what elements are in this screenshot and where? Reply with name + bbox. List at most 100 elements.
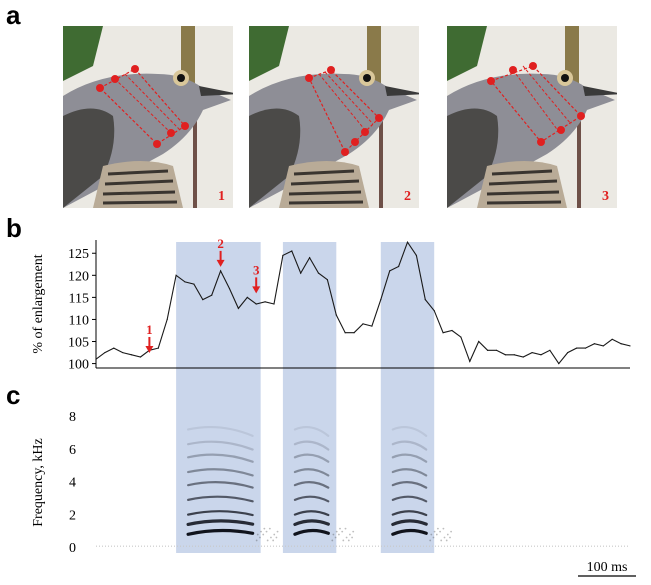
spectral-noise [262,533,265,536]
data-point [237,307,239,310]
data-point [513,354,515,356]
harmonic-band [293,481,330,489]
y-tick-label: 120 [68,269,89,284]
data-point [433,310,435,312]
spectral-noise [265,530,268,533]
panel-letter-a: a [6,0,21,30]
frame-label-3: 3 [602,189,609,204]
call-band-1 [176,242,261,553]
freq-tick-label: 0 [69,541,76,556]
spectral-noise [256,533,259,536]
data-point [371,325,373,327]
spectral-noise [335,530,338,533]
frame-annotations: 1 2 3 [145,236,261,353]
data-point [558,362,560,365]
frame-label-2: 2 [404,189,411,204]
data-point [291,250,293,252]
harmonic-band [391,519,428,527]
data-point [611,338,613,340]
data-point [113,347,115,349]
harmonic-band [187,425,254,437]
annotation-arrowhead [216,259,225,267]
harmonic-band [391,510,428,517]
harmonic-band [391,495,428,503]
spectral-noise [433,530,436,533]
spectral-noise [430,533,433,536]
freq-tick-label: 8 [69,410,76,425]
data-point [131,354,133,356]
data-point [246,296,248,298]
annotation-label-2: 2 [217,236,224,251]
harmonic-band [391,425,428,437]
call-band-2 [282,242,337,553]
harmonic-band [186,528,255,536]
spectral-noise [439,530,441,533]
data-point [451,329,453,332]
spectral-noise [259,536,261,539]
data-point [139,356,142,358]
data-point [522,356,524,358]
data-point [193,283,195,285]
spectral-noise [442,527,445,530]
spectral-noise [429,539,432,542]
data-point [602,345,604,347]
harmonic-band [293,519,330,527]
y-tick-label: 110 [69,313,89,328]
data-point [273,303,275,305]
data-point [353,332,355,334]
data-point [220,270,222,272]
data-point [282,254,284,257]
spectral-noise [266,539,269,542]
scale-bar-label: 100 ms [587,560,628,575]
measurement-overlay [96,65,189,148]
data-point [202,298,204,301]
data-point [495,349,498,351]
data-point [567,351,569,354]
data-point [317,272,320,274]
spectral-noise [445,539,448,542]
data-point [184,281,186,283]
harmonic-band [186,519,255,527]
harmonic-band [293,528,330,536]
harmonic-band [391,528,428,536]
spectrogram-marks [96,425,630,547]
harmonic-band [293,510,330,517]
enlargement-axes: 100 105 110 115 120 125 % of enlargement [31,240,630,373]
harmonic-band [391,481,428,489]
data-point [478,340,480,343]
data-point [504,354,506,356]
data-point [344,332,346,334]
annotation-label-3: 3 [253,262,260,277]
spectral-noise [352,530,355,533]
measurement-overlay [305,66,383,156]
data-point [300,272,302,274]
cuckoo-photo-1: 1 [63,26,233,208]
cuckoo-photo-3: 3 [447,26,617,208]
data-point [620,343,622,345]
call-highlight-bands [176,242,435,553]
data-point [531,351,533,354]
data-point [593,343,596,345]
spectral-noise [331,539,334,542]
scale-bar: 100 ms [578,560,636,577]
spectral-noise [449,536,451,539]
spectral-noise [347,539,350,542]
data-point [104,351,106,354]
data-point [415,254,417,257]
measurement-overlay [487,62,585,146]
data-point [228,287,231,290]
data-point [576,347,578,349]
data-point [380,298,382,301]
data-point [264,301,266,303]
data-point [309,257,311,259]
spectral-noise [349,533,351,536]
y-tick-label: 100 [68,358,89,373]
freq-tick-label: 4 [69,476,76,491]
call-band-3 [380,242,435,553]
freq-tick-label: 2 [69,508,76,523]
spectral-noise [342,539,345,542]
harmonic-band [293,453,330,463]
spectral-noise [275,536,278,539]
spectral-noise [276,530,279,533]
